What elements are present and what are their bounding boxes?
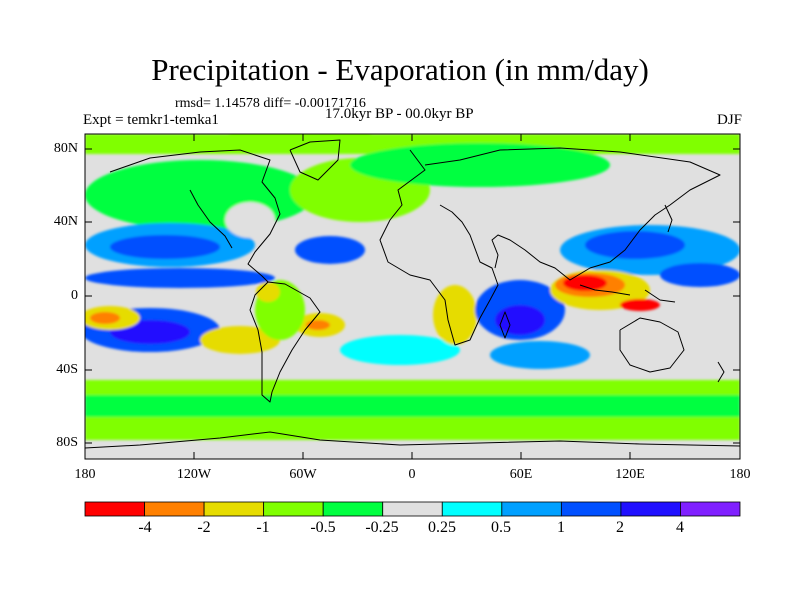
colorbar-box-8 xyxy=(501,501,562,517)
lat-label-40s: 40S xyxy=(56,362,78,377)
australia-dry xyxy=(625,327,675,363)
south-atlantic-cyan xyxy=(340,335,460,365)
coastlines xyxy=(85,139,740,449)
colorbar-box-11 xyxy=(680,501,741,517)
colorbar-label-1: -4 xyxy=(138,519,152,536)
asia-coast xyxy=(424,147,721,281)
colorbar-label-5: -0.25 xyxy=(365,519,399,536)
lon-label-0: 0 xyxy=(408,467,416,482)
colorbar-box-6 xyxy=(382,501,443,517)
eurasia-green xyxy=(350,143,610,187)
colorbar-box-7 xyxy=(441,501,503,517)
lon-ticks xyxy=(84,134,741,459)
colorbar-label-10: 4 xyxy=(676,519,684,536)
africa-yellow xyxy=(433,285,477,345)
lat-label-80s: 80S xyxy=(56,435,78,450)
north-pacific-deep-blue xyxy=(110,235,220,259)
colorbar-box-5 xyxy=(322,501,384,517)
itcz-pacific-blue xyxy=(85,268,275,288)
asia-dry xyxy=(495,202,585,238)
experiment-label: Expt = temkr1-temka1 xyxy=(83,112,219,128)
madagascar-coast xyxy=(499,311,511,339)
australia-coast xyxy=(619,317,685,373)
antarctica-coast xyxy=(85,431,740,449)
colorbar-box-1 xyxy=(84,501,145,517)
kuroshio-blue xyxy=(585,231,685,259)
lat-ticks xyxy=(85,148,740,444)
japan-coast xyxy=(664,204,673,233)
north-pacific-green xyxy=(85,160,315,230)
colorbar-box-10 xyxy=(620,501,681,517)
lat-label-0: 0 xyxy=(71,288,78,303)
colorbar-label-4: -0.5 xyxy=(310,519,336,536)
lon-label-60e: 60E xyxy=(509,467,533,482)
southern-ocean-core xyxy=(85,395,740,417)
atlantic-blue xyxy=(295,236,365,264)
lat-label-40n: 40N xyxy=(53,214,78,229)
lon-label-180e: 180 xyxy=(729,467,751,482)
maritime-red xyxy=(563,275,607,291)
map-title: Precipitation - Evaporation (in mm/day) xyxy=(151,52,649,87)
sahara-dry xyxy=(380,225,500,275)
greenland-coast xyxy=(289,139,341,181)
lat-label-80n: 80N xyxy=(53,141,78,156)
colorbar xyxy=(84,501,741,517)
colorbar-box-9 xyxy=(560,501,622,517)
south-atlantic-orange xyxy=(306,320,330,330)
colorbar-label-7: 0.5 xyxy=(491,519,511,536)
colorbar-box-4 xyxy=(263,501,324,517)
lon-label-120w: 120W xyxy=(176,467,212,482)
precip-evap-field xyxy=(85,134,740,449)
east-pacific-yellow xyxy=(200,326,280,354)
colorbar-label-9: 2 xyxy=(616,519,624,536)
warm-pool-blue xyxy=(660,263,740,287)
north-america-dry xyxy=(225,202,275,238)
central-america-coast xyxy=(189,189,233,249)
indonesia-red xyxy=(620,299,660,311)
colorbar-box-3 xyxy=(203,501,265,517)
colorbar-label-8: 1 xyxy=(557,519,565,536)
rmsd-diff-stats: rmsd= 1.14578 diff= -0.00171716 xyxy=(175,96,366,111)
lon-label-180w: 180 xyxy=(74,467,96,482)
south-indian-blue xyxy=(490,341,590,369)
lon-label-120e: 120E xyxy=(615,467,645,482)
europe-africa-coast xyxy=(379,149,499,346)
greenland-green xyxy=(220,134,380,154)
season-label: DJF xyxy=(716,112,742,128)
lon-label-60w: 60W xyxy=(289,467,317,482)
indian-ocean-core xyxy=(495,305,545,335)
indonesia-coast xyxy=(579,284,676,303)
new-zealand-coast xyxy=(717,361,725,383)
period-label: 17.0kyr BP - 00.0kyr BP xyxy=(325,106,474,122)
colorbar-box-2 xyxy=(144,501,205,517)
amazon-yellow xyxy=(256,282,280,302)
colorbar-label-6: 0.25 xyxy=(428,519,456,536)
south-america-coast xyxy=(249,281,321,403)
colorbar-label-2: -2 xyxy=(197,519,211,536)
south-pacific-orange xyxy=(90,312,120,324)
north-america-coast xyxy=(109,149,281,283)
colorbar-label-3: -1 xyxy=(256,519,270,536)
